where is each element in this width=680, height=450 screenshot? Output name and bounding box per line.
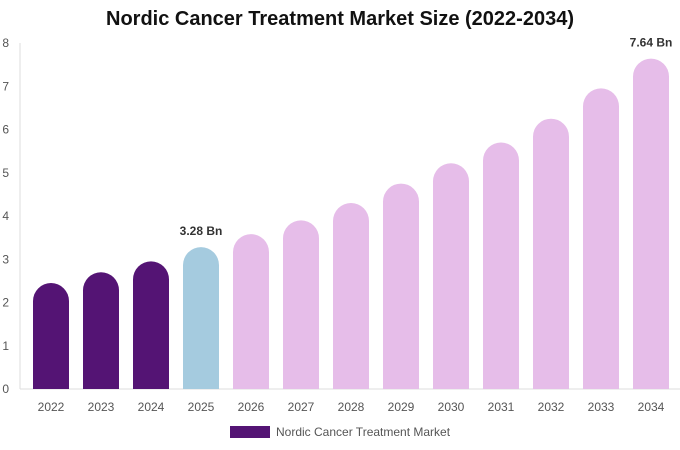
x-tick-label: 2022 [38,400,65,414]
legend: Nordic Cancer Treatment Market [230,425,450,439]
bar-2022 [33,283,69,389]
data-label-2025: 3.28 Bn [180,224,223,238]
y-tick-label: 3 [2,252,9,266]
bar-2027 [283,220,319,389]
bar-2025 [183,247,219,389]
bar-2029 [383,183,419,389]
x-tick-label: 2034 [638,400,665,414]
y-tick-label: 8 [2,36,9,50]
legend-swatch [230,426,270,438]
bar-2032 [533,118,569,389]
legend-label: Nordic Cancer Treatment Market [276,425,451,439]
bar-2031 [483,142,519,389]
x-tick-label: 2030 [438,400,465,414]
x-tick-label: 2033 [588,400,615,414]
bar-2028 [333,203,369,389]
y-tick-label: 0 [2,382,9,396]
bar-2034 [633,58,669,389]
y-tick-label: 1 [2,339,9,353]
x-tick-label: 2027 [288,400,315,414]
bar-2030 [433,163,469,389]
x-tick-label: 2024 [138,400,165,414]
x-tick-label: 2025 [188,400,215,414]
y-tick-label: 7 [2,79,9,93]
x-tick-label: 2028 [338,400,365,414]
x-tick-label: 2026 [238,400,265,414]
y-tick-label: 2 [2,296,9,310]
bar-2026 [233,234,269,389]
bar-2024 [133,261,169,389]
bar-2023 [83,272,119,389]
y-tick-label: 6 [2,123,9,137]
chart-title: Nordic Cancer Treatment Market Size (202… [106,8,574,30]
x-tick-label: 2023 [88,400,115,414]
x-tick-label: 2029 [388,400,415,414]
y-tick-label: 4 [2,209,9,223]
x-tick-label: 2032 [538,400,565,414]
data-label-2034: 7.64 Bn [630,36,673,50]
y-tick-label: 5 [2,166,9,180]
x-tick-label: 2031 [488,400,515,414]
bar-2033 [583,88,619,389]
